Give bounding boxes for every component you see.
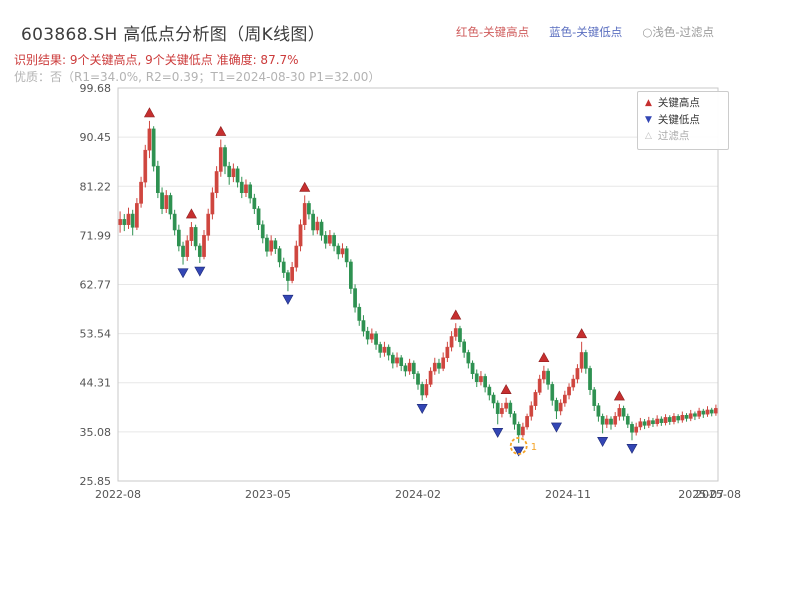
legend-item-label: 关键高点 bbox=[657, 97, 700, 109]
top-legend-key-high: 红色-关键高点 bbox=[456, 25, 530, 39]
top-legend: 红色-关键高点 蓝色-关键低点 ○浅色-过滤点 bbox=[456, 24, 714, 40]
page-title: 603868.SH 高低点分析图（周K线图） bbox=[21, 25, 326, 45]
chart-legend-box: ▲ 关键高点 ▼ 关键低点 △ 过滤点 bbox=[637, 91, 729, 150]
svg-text:1: 1 bbox=[531, 442, 537, 453]
svg-text:2024-11: 2024-11 bbox=[545, 488, 591, 501]
quality-line: 优质：否（R1=34.0%, R2=0.39；T1=2024-08-30 P1=… bbox=[14, 70, 381, 84]
legend-item-key-high: ▲ 关键高点 bbox=[645, 97, 721, 110]
svg-text:2023-05: 2023-05 bbox=[245, 488, 291, 501]
recognition-result: 识别结果: 9个关键高点, 9个关键低点 准确度: 87.7% bbox=[14, 53, 299, 67]
svg-text:90.45: 90.45 bbox=[80, 131, 112, 144]
svg-text:2025-07: 2025-07 bbox=[678, 488, 724, 501]
svg-text:2024-02: 2024-02 bbox=[395, 488, 441, 501]
svg-text:99.68: 99.68 bbox=[80, 82, 112, 95]
triangle-hollow-icon: △ bbox=[645, 131, 652, 142]
top-legend-key-low: 蓝色-关键低点 bbox=[549, 25, 623, 39]
svg-text:2022-08: 2022-08 bbox=[95, 488, 141, 501]
top-legend-filtered: ○浅色-过滤点 bbox=[642, 25, 714, 39]
svg-text:62.77: 62.77 bbox=[80, 278, 112, 291]
legend-item-label: 关键低点 bbox=[657, 113, 700, 126]
svg-text:53.54: 53.54 bbox=[80, 328, 112, 341]
svg-text:2025-08: 2025-08 bbox=[695, 488, 741, 501]
svg-text:71.99: 71.99 bbox=[80, 229, 112, 242]
svg-text:35.08: 35.08 bbox=[80, 426, 112, 439]
legend-item-key-low: ▼ 关键低点 bbox=[645, 113, 721, 127]
legend-item-filtered: △ 过滤点 bbox=[645, 131, 721, 143]
triangle-up-icon: ▲ bbox=[645, 98, 652, 109]
svg-text:25.85: 25.85 bbox=[80, 475, 112, 488]
legend-item-label: 过滤点 bbox=[657, 130, 690, 143]
svg-text:44.31: 44.31 bbox=[80, 377, 112, 390]
triangle-down-icon: ▼ bbox=[645, 114, 652, 125]
svg-text:81.22: 81.22 bbox=[80, 180, 112, 193]
